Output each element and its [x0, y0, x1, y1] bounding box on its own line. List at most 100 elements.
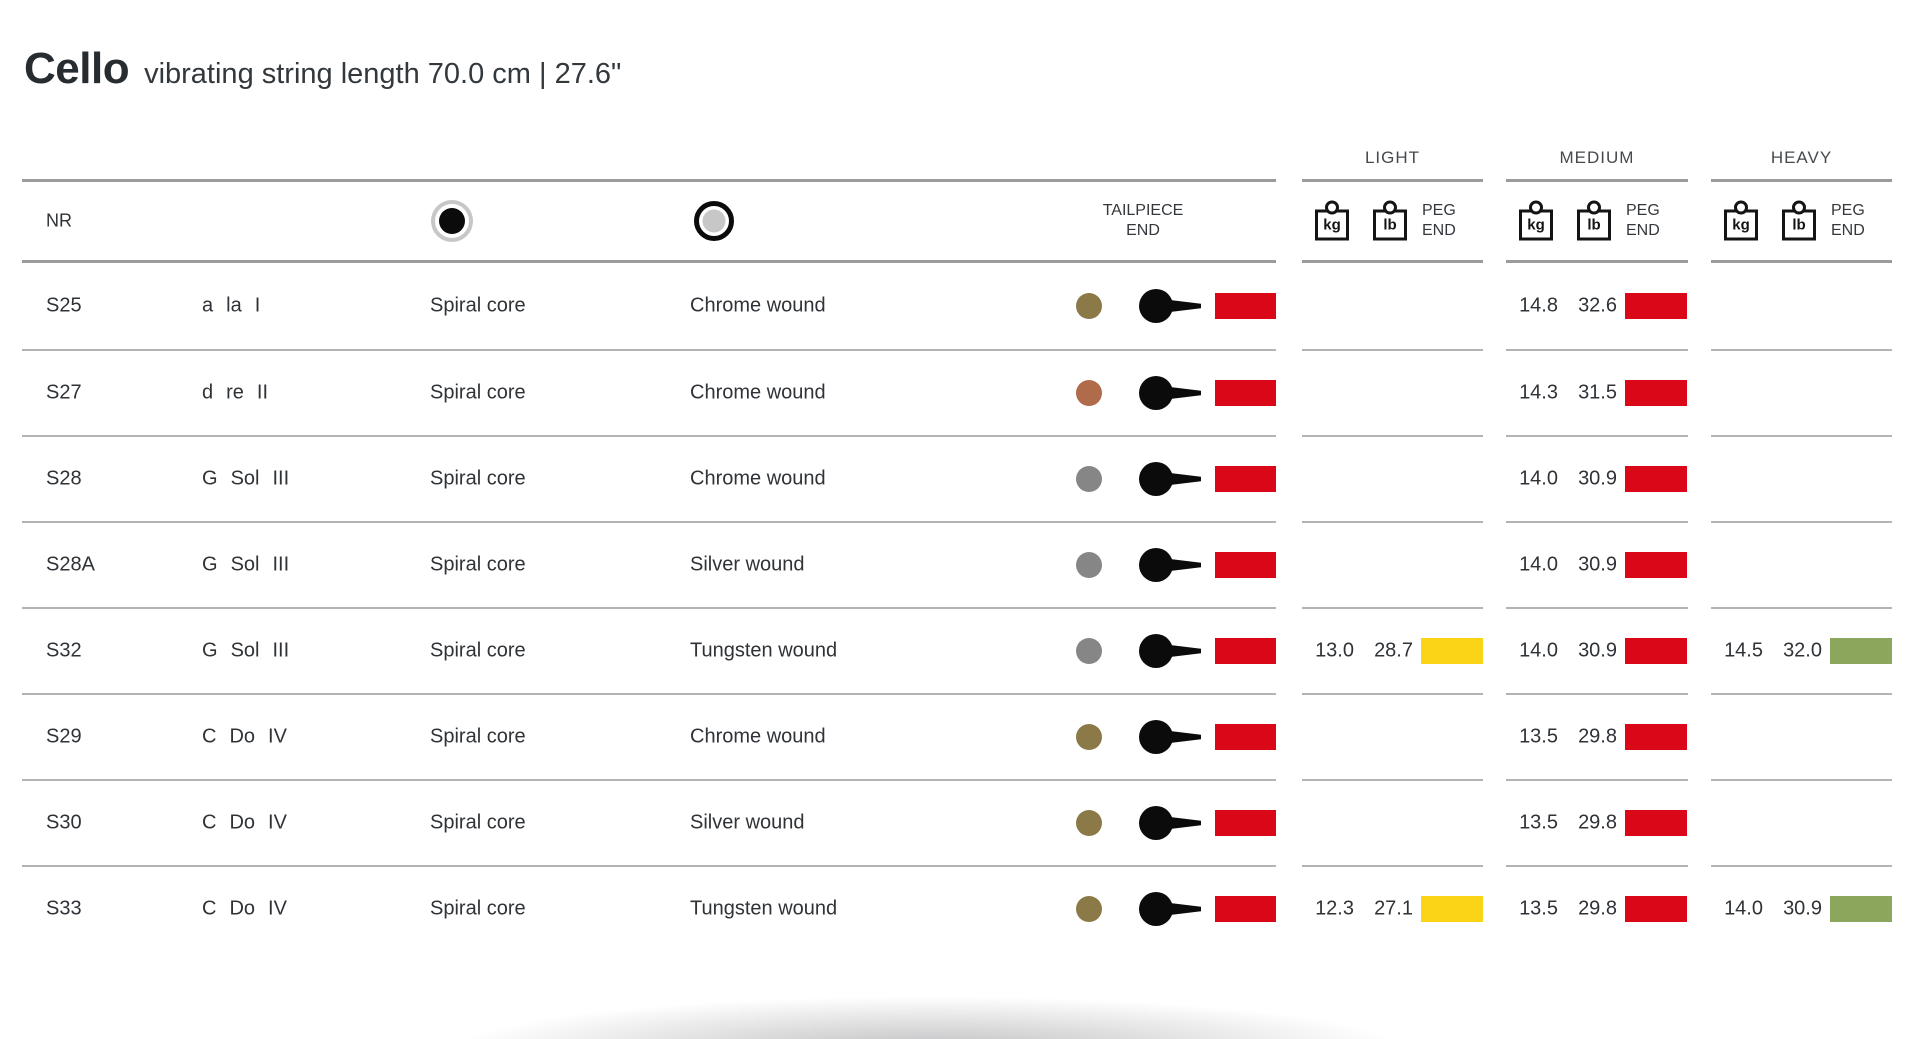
- heavy-column-headers: kg lb PEG END: [1711, 182, 1892, 263]
- row-core: Spiral core: [430, 381, 526, 404]
- row-medium-segment: 13.5 29.8: [1506, 779, 1688, 865]
- row-light-segment: 13.0 28.7: [1302, 607, 1483, 693]
- note-solfege: Do: [229, 725, 256, 748]
- medium-kg-value: 14.3: [1519, 381, 1558, 404]
- tailpiece-end-swatch: [1215, 810, 1276, 836]
- ball-end-icon: [1139, 634, 1201, 668]
- row-light-segment: [1302, 435, 1483, 521]
- medium-lb-value: 30.9: [1578, 467, 1617, 490]
- row-core: Spiral core: [430, 725, 526, 748]
- table-row[interactable]: S33 C Do IV Spiral core Tungsten wound 1…: [0, 865, 1920, 951]
- row-medium-segment: 14.0 30.9: [1506, 521, 1688, 607]
- row-core: Spiral core: [430, 811, 526, 834]
- page-header: Cello vibrating string length 70.0 cm | …: [0, 0, 1920, 94]
- kg-weight-icon: kg: [1724, 209, 1758, 241]
- ball-end-icon: [1139, 289, 1201, 323]
- note-solfege: Sol: [230, 639, 260, 662]
- heavy-kg-value: 14.0: [1724, 897, 1763, 920]
- medium-lb-value: 31.5: [1578, 381, 1617, 404]
- note-solfege: re: [226, 381, 244, 404]
- tailpiece-end-swatch: [1215, 638, 1276, 664]
- page-bottom-shadow: [360, 964, 1500, 1039]
- medium-peg-end-swatch: [1625, 466, 1687, 492]
- row-light-segment: 12.3 27.1: [1302, 865, 1483, 951]
- medium-lb-value: 29.8: [1578, 811, 1617, 834]
- row-core: Spiral core: [430, 294, 526, 317]
- ball-end-icon: [1139, 806, 1201, 840]
- table-row[interactable]: S32 G Sol III Spiral core Tungsten wound…: [0, 607, 1920, 693]
- peg-header-line2: END: [1831, 222, 1865, 239]
- row-light-segment: [1302, 263, 1483, 349]
- note-position: IV: [268, 897, 287, 920]
- tailpiece-header-line2: END: [1126, 222, 1160, 239]
- row-light-segment: [1302, 779, 1483, 865]
- group-header-medium: MEDIUM: [1506, 140, 1688, 182]
- row-main-segment: S28A G Sol III Spiral core Silver wound: [22, 521, 1276, 607]
- note-letter: C: [202, 897, 217, 920]
- ball-end-icon: [1139, 720, 1201, 754]
- medium-kg-value: 13.5: [1519, 897, 1558, 920]
- heavy-peg-end-swatch: [1830, 896, 1892, 922]
- table-row[interactable]: S25 a la I Spiral core Chrome wound 14.8…: [0, 263, 1920, 349]
- row-heavy-segment: [1711, 521, 1892, 607]
- table-row[interactable]: S28 G Sol III Spiral core Chrome wound 1…: [0, 435, 1920, 521]
- row-note: G Sol III: [202, 640, 289, 663]
- medium-kg-value: 14.8: [1519, 294, 1558, 317]
- note-letter: G: [202, 553, 218, 576]
- ball-end-icon: [1139, 548, 1201, 582]
- row-nr: S33: [46, 897, 82, 920]
- lb-weight-icon: lb: [1782, 209, 1816, 241]
- medium-peg-end-swatch: [1625, 724, 1687, 750]
- string-color-dot: [1076, 466, 1102, 492]
- row-heavy-segment: [1711, 349, 1892, 435]
- note-letter: a: [202, 294, 214, 317]
- light-column-headers: kg lb PEG END: [1302, 182, 1483, 263]
- note-solfege: Sol: [230, 553, 260, 576]
- heavy-kg-value: 14.5: [1724, 639, 1763, 662]
- row-winding: Tungsten wound: [690, 639, 838, 662]
- table-row[interactable]: S27 d re II Spiral core Chrome wound 14.…: [0, 349, 1920, 435]
- note-position: II: [256, 381, 269, 404]
- tailpiece-end-swatch: [1215, 896, 1276, 922]
- row-heavy-segment: [1711, 779, 1892, 865]
- row-core: Spiral core: [430, 639, 526, 662]
- row-main-segment: S33 C Do IV Spiral core Tungsten wound: [22, 865, 1276, 951]
- peg-header-line1: PEG: [1831, 202, 1865, 219]
- tailpiece-end-column-header: TAILPIECE END: [1103, 201, 1184, 241]
- page-title: Cello: [24, 44, 130, 93]
- row-heavy-segment: 14.0 30.9: [1711, 865, 1892, 951]
- row-heavy-segment: [1711, 263, 1892, 349]
- row-medium-segment: 14.3 31.5: [1506, 349, 1688, 435]
- row-winding: Silver wound: [690, 553, 805, 576]
- kg-weight-icon: kg: [1315, 209, 1349, 241]
- string-color-dot: [1076, 896, 1102, 922]
- note-letter: C: [202, 811, 217, 834]
- row-heavy-segment: [1711, 693, 1892, 779]
- note-position: IV: [268, 811, 287, 834]
- medium-lb-value: 32.6: [1578, 294, 1617, 317]
- medium-lb-value: 29.8: [1578, 725, 1617, 748]
- row-nr: S28A: [46, 553, 95, 576]
- note-position: III: [272, 639, 290, 662]
- row-note: C Do IV: [202, 898, 287, 921]
- peg-end-column-header: PEG END: [1831, 201, 1865, 241]
- row-note: C Do IV: [202, 812, 287, 835]
- light-kg-value: 12.3: [1315, 897, 1354, 920]
- tailpiece-end-swatch: [1215, 466, 1276, 492]
- lb-label: lb: [1792, 216, 1806, 234]
- row-winding: Silver wound: [690, 811, 805, 834]
- peg-end-column-header: PEG END: [1422, 201, 1456, 241]
- row-light-segment: [1302, 349, 1483, 435]
- row-medium-segment: 14.0 30.9: [1506, 607, 1688, 693]
- row-main-segment: S28 G Sol III Spiral core Chrome wound: [22, 435, 1276, 521]
- note-letter: G: [202, 467, 218, 490]
- medium-lb-value: 29.8: [1578, 897, 1617, 920]
- table-row[interactable]: S28A G Sol III Spiral core Silver wound …: [0, 521, 1920, 607]
- note-position: IV: [268, 725, 287, 748]
- medium-kg-value: 13.5: [1519, 725, 1558, 748]
- table-row[interactable]: S30 C Do IV Spiral core Silver wound 13.…: [0, 779, 1920, 865]
- note-letter: d: [202, 381, 214, 404]
- string-color-dot: [1076, 380, 1102, 406]
- table-row[interactable]: S29 C Do IV Spiral core Chrome wound 13.…: [0, 693, 1920, 779]
